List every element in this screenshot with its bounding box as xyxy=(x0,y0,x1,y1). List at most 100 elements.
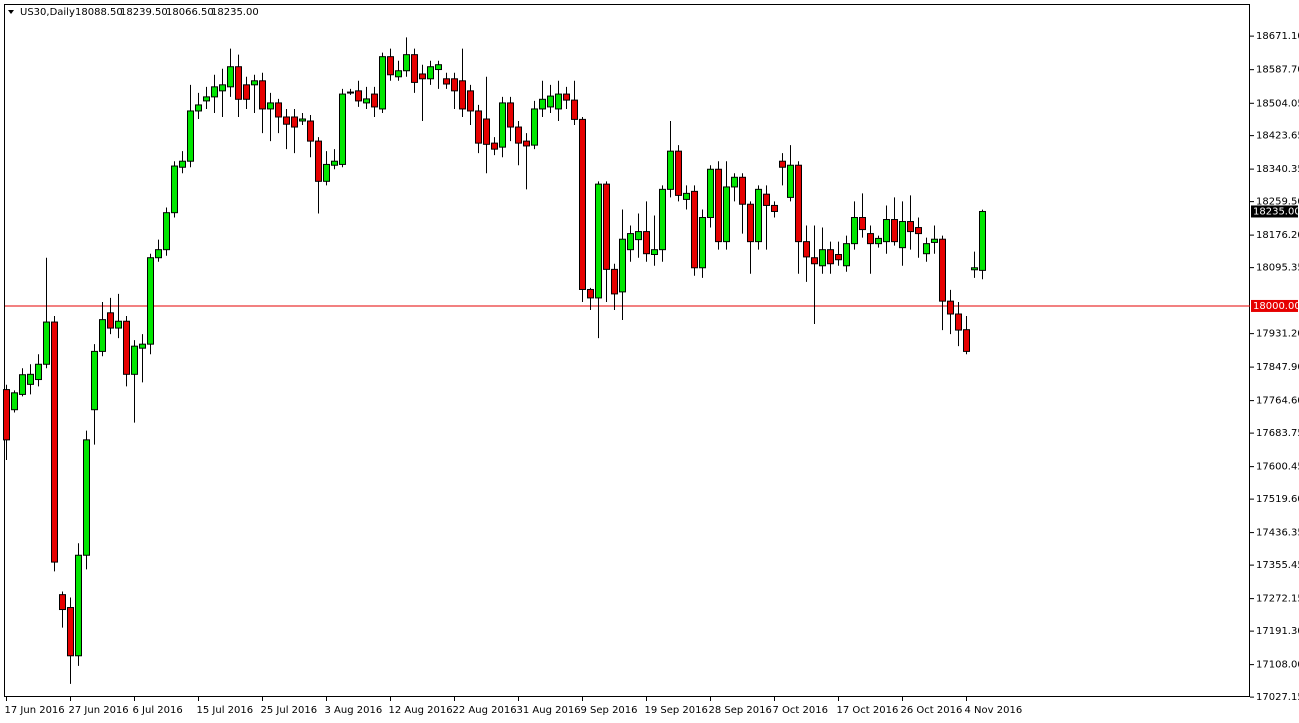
candle-body xyxy=(499,102,506,148)
candle-body xyxy=(187,110,194,162)
candle-body xyxy=(971,267,978,271)
candle-body xyxy=(619,238,626,293)
candle-body xyxy=(395,70,402,78)
x-tick-label: 6 Jul 2016 xyxy=(133,705,183,716)
candle-body xyxy=(891,219,898,243)
candle-body xyxy=(171,165,178,214)
candle-body xyxy=(947,300,954,315)
candle-body xyxy=(259,80,266,110)
y-tick-label: 18176.20 xyxy=(1256,230,1299,241)
candle-body xyxy=(107,312,114,329)
y-tick-label: 17191.30 xyxy=(1256,626,1299,637)
candle-body xyxy=(179,160,186,168)
candle-body xyxy=(587,288,594,299)
candle-body xyxy=(483,118,490,145)
plot-frame xyxy=(4,4,1250,697)
candle-body xyxy=(467,90,474,112)
x-tick-label: 17 Oct 2016 xyxy=(837,705,899,716)
y-tick-label: 18423.65 xyxy=(1256,131,1299,142)
candle-body xyxy=(931,238,938,243)
candle-body xyxy=(723,186,730,243)
candle-body xyxy=(867,233,874,245)
candle-body xyxy=(507,102,514,128)
candle-body xyxy=(299,118,306,122)
x-tick-label: 4 Nov 2016 xyxy=(965,705,1023,716)
candle-body xyxy=(163,212,170,251)
candle-body xyxy=(627,233,634,251)
x-tick-label: 31 Aug 2016 xyxy=(517,705,581,716)
candle-body xyxy=(555,93,562,110)
x-tick-label: 22 Aug 2016 xyxy=(453,705,517,716)
ohlc-low: 18066.50 xyxy=(166,7,214,18)
candle-body xyxy=(651,249,658,255)
candle-body xyxy=(99,319,106,352)
candle-body xyxy=(211,86,218,98)
candle-body xyxy=(603,183,610,270)
candle-body xyxy=(147,257,154,345)
candle-body xyxy=(227,66,234,88)
candle-body xyxy=(923,243,930,255)
y-tick-label: 17931.20 xyxy=(1256,329,1299,340)
candle-body xyxy=(699,217,706,269)
candle-body xyxy=(139,343,146,349)
chart-title: US30,Daily xyxy=(20,7,75,18)
candle-body xyxy=(243,84,250,100)
candle-body xyxy=(635,231,642,241)
candle-body xyxy=(339,93,346,165)
candle-body xyxy=(11,392,18,411)
candle-body xyxy=(35,363,42,381)
y-tick-label: 18587.70 xyxy=(1256,65,1299,76)
candle-body xyxy=(275,102,282,118)
candle-body xyxy=(323,163,330,182)
candle-body xyxy=(131,345,138,375)
candle-body xyxy=(715,168,722,243)
x-tick-label: 17 Jun 2016 xyxy=(5,705,65,716)
candle-body xyxy=(739,176,746,205)
candle-body xyxy=(291,116,298,128)
candle-body xyxy=(51,321,58,563)
level-label-box xyxy=(1251,299,1298,312)
ohlc-high: 18239.50 xyxy=(120,7,168,18)
x-tick-label: 9 Sep 2016 xyxy=(581,705,638,716)
current-price-box xyxy=(1251,205,1298,218)
x-tick-label: 7 Oct 2016 xyxy=(773,705,828,716)
candle-body xyxy=(203,96,210,102)
candle-body xyxy=(235,66,242,100)
candle-body xyxy=(675,150,682,196)
candle-body xyxy=(403,54,410,72)
candle-body xyxy=(955,313,962,331)
ohlc-open: 18088.50 xyxy=(75,7,123,18)
candle-body xyxy=(83,439,90,556)
candle-body xyxy=(915,227,922,235)
x-tick-label: 28 Sep 2016 xyxy=(709,705,772,716)
candle-body xyxy=(427,66,434,80)
y-tick-label: 17108.00 xyxy=(1256,660,1299,671)
candle-body xyxy=(659,188,666,251)
x-tick-label: 3 Aug 2016 xyxy=(325,705,383,716)
candle-body xyxy=(315,140,322,182)
y-tick-label: 17436.35 xyxy=(1256,528,1299,539)
candle-body xyxy=(595,183,602,299)
candle-body xyxy=(219,84,226,92)
candle-body xyxy=(851,217,858,245)
candle-body xyxy=(547,95,554,108)
candle-body xyxy=(523,140,530,147)
y-tick-label: 18671.10 xyxy=(1256,31,1299,42)
candle-body xyxy=(939,238,946,302)
candle-body xyxy=(59,594,66,611)
candle-body xyxy=(755,188,762,243)
y-tick-label: 17764.60 xyxy=(1256,396,1299,407)
candle-body xyxy=(579,118,586,290)
candle-body xyxy=(979,210,986,271)
candle-body xyxy=(43,321,50,365)
candle-body xyxy=(819,249,826,267)
candle-body xyxy=(963,329,970,352)
candle-body xyxy=(155,249,162,259)
candle-body xyxy=(763,193,770,206)
candle-body xyxy=(251,80,258,86)
candle-body xyxy=(91,350,98,411)
y-tick-label: 18259.50 xyxy=(1256,197,1299,208)
candle-body xyxy=(347,91,354,94)
candle-body xyxy=(371,93,378,108)
